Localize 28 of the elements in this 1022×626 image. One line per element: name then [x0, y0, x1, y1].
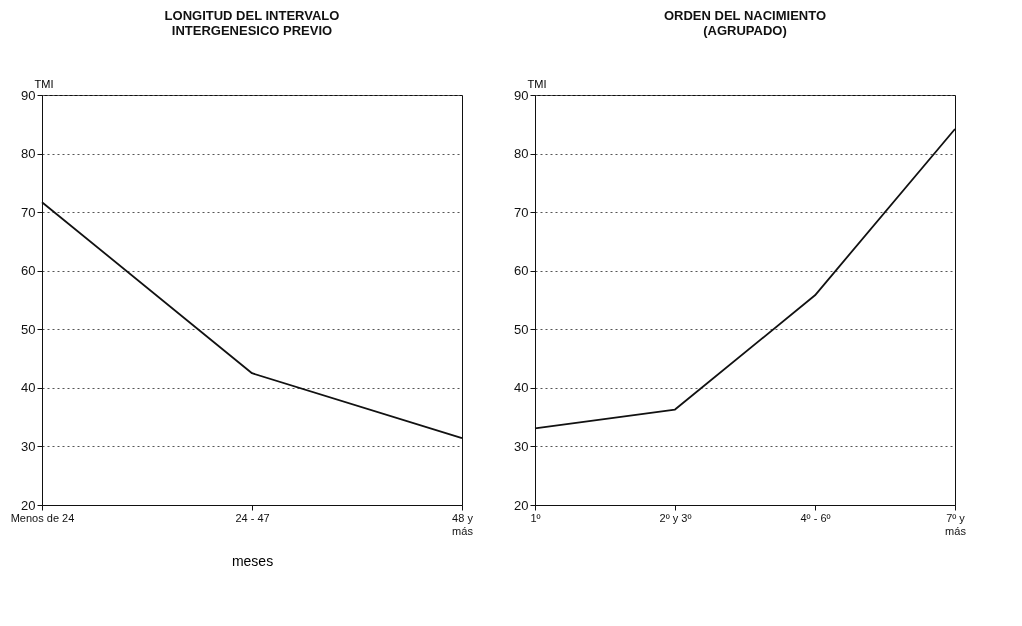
y-tick-label: 60 — [21, 263, 36, 279]
x-tick-label: Menos de 24 — [10, 511, 75, 524]
x-tick-label: 7º y más — [945, 511, 967, 537]
y-tick-label: 70 — [21, 204, 36, 220]
x-tick-label: 2º y 3º — [659, 511, 692, 524]
chart-title: ORDEN DEL NACIMIENTO (AGRUPADO) — [663, 8, 827, 38]
y-tick-label: 30 — [514, 438, 529, 454]
y-tick-label: 50 — [514, 321, 529, 337]
y-axis-title: TMI — [34, 77, 54, 90]
y-tick-label: 70 — [514, 204, 529, 220]
x-tick-label: 1º — [530, 511, 541, 524]
y-tick-label: 40 — [21, 380, 36, 396]
y-tick-label: 20 — [514, 497, 529, 513]
y-tick-label: 30 — [21, 438, 36, 454]
y-tick-label: 60 — [514, 263, 529, 279]
x-tick-label: 24 - 47 — [235, 511, 270, 524]
x-tick-label: 4º - 6º — [800, 511, 831, 524]
y-tick-label: 90 — [21, 87, 36, 103]
chart-title: LONGITUD DEL INTERVALO INTERGENESICO PREVIO — [164, 8, 340, 38]
x-axis-title: meses — [231, 552, 274, 569]
y-tick-label: 80 — [514, 146, 529, 162]
y-tick-label: 20 — [21, 497, 36, 513]
y-tick-label: 80 — [21, 146, 36, 162]
x-tick-label: 48 y más — [452, 511, 474, 537]
y-tick-label: 40 — [514, 380, 529, 396]
y-axis-title: TMI — [527, 77, 547, 90]
y-tick-label: 50 — [21, 321, 36, 337]
y-tick-label: 90 — [514, 87, 529, 103]
